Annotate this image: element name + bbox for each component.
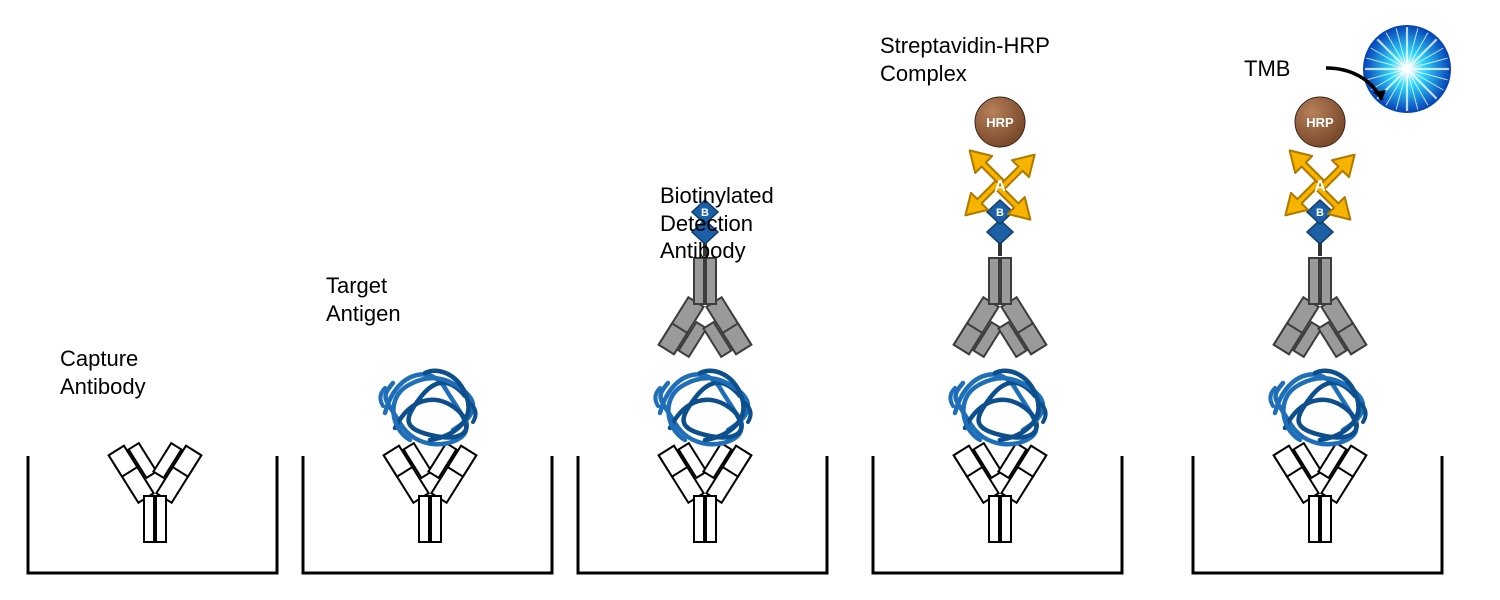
detection-antibody [1274,258,1367,362]
target-antigen [655,371,750,444]
biotin-tag: B [1307,200,1333,256]
svg-text:HRP: HRP [986,115,1014,130]
svg-text:A: A [1314,178,1326,195]
capture-antibody [1274,438,1367,542]
hrp-enzyme: HRP [975,97,1025,147]
detection-label: Biotinylated Detection Antibody [660,182,774,265]
biotin-tag: B [987,200,1013,256]
streptavidin-label: Streptavidin-HRP Complex [880,32,1050,87]
panel: BA HRP [1180,12,1460,572]
capture-antibody [954,438,1047,542]
svg-text:B: B [996,207,1004,219]
target-antigen [380,371,475,444]
tmb-label: TMB [1244,55,1290,83]
detection-antibody [659,258,752,362]
svg-text:A: A [994,178,1006,195]
panel [15,12,295,572]
hrp-enzyme: HRP [1295,97,1345,147]
capture-antibody [659,438,752,542]
capture-antibody [384,438,477,542]
target-antigen [950,371,1045,444]
detection-antibody [954,258,1047,362]
panel: B [565,12,845,572]
svg-text:B: B [1316,207,1324,219]
antigen-label: Target Antigen [326,272,401,327]
svg-text:HRP: HRP [1306,115,1334,130]
tmb-signal [1363,25,1451,113]
target-antigen [1270,371,1365,444]
capture-antibody [109,438,202,542]
capture-label: Capture Antibody [60,345,146,400]
elisa-diagram: Capture AntibodyTarget AntigenBBiotinyla… [0,0,1500,600]
panel: BA HRP [860,12,1140,572]
